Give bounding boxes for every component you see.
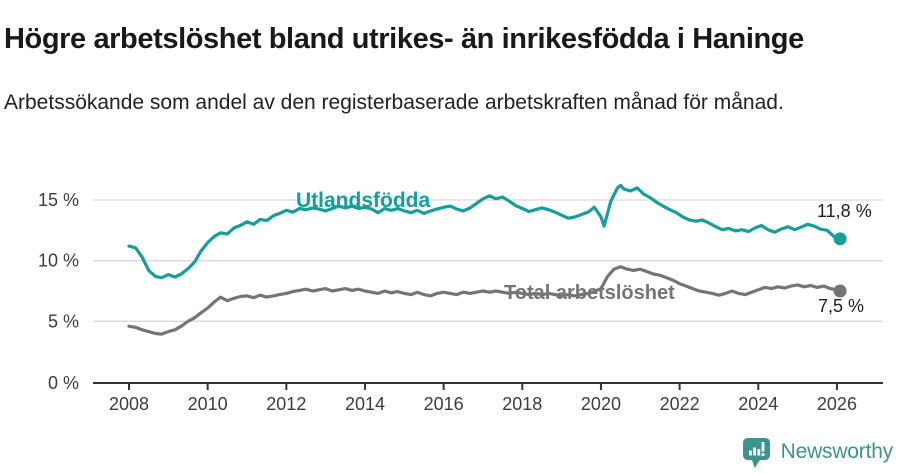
end-value-total: 7,5 %: [818, 296, 865, 316]
x-tick-label: 2022: [660, 394, 700, 414]
x-tick-label: 2026: [817, 394, 857, 414]
x-tick-label: 2020: [581, 394, 621, 414]
y-tick-label: 10 %: [38, 251, 79, 271]
x-tick-label: 2024: [738, 394, 778, 414]
series-label-total-arbetsloshet: Total arbetslöshet: [504, 282, 675, 304]
chart-subtitle: Arbetssökande som andel av den registerb…: [4, 91, 784, 114]
newsworthy-logo-icon: [740, 435, 773, 469]
series-line-total-arbetsl-shet: [127, 265, 842, 336]
y-tick-label: 0 %: [48, 373, 79, 393]
series-end-dot: [833, 232, 847, 246]
newsworthy-branding: Newsworthy: [740, 435, 893, 469]
newsworthy-wordmark: Newsworthy: [780, 440, 894, 463]
x-tick-label: 2012: [266, 394, 306, 414]
x-tick-label: 2008: [109, 394, 149, 414]
x-tick-label: 2016: [424, 394, 464, 414]
series-label-utlandsfodda: Utlandsfödda: [296, 189, 431, 212]
series-end-dot: [833, 284, 847, 298]
end-value-utlandsfodda: 11,8 %: [817, 201, 872, 221]
x-tick-label: 2014: [345, 394, 385, 414]
y-tick-label: 5 %: [48, 311, 79, 331]
series-line-utlandsf-dda: [127, 183, 842, 280]
x-tick-label: 2010: [188, 394, 228, 414]
page-title: Högre arbetslöshet bland utrikes- än inr…: [4, 23, 804, 56]
y-tick-label: 15 %: [38, 190, 79, 210]
x-tick-label: 2018: [502, 394, 542, 414]
